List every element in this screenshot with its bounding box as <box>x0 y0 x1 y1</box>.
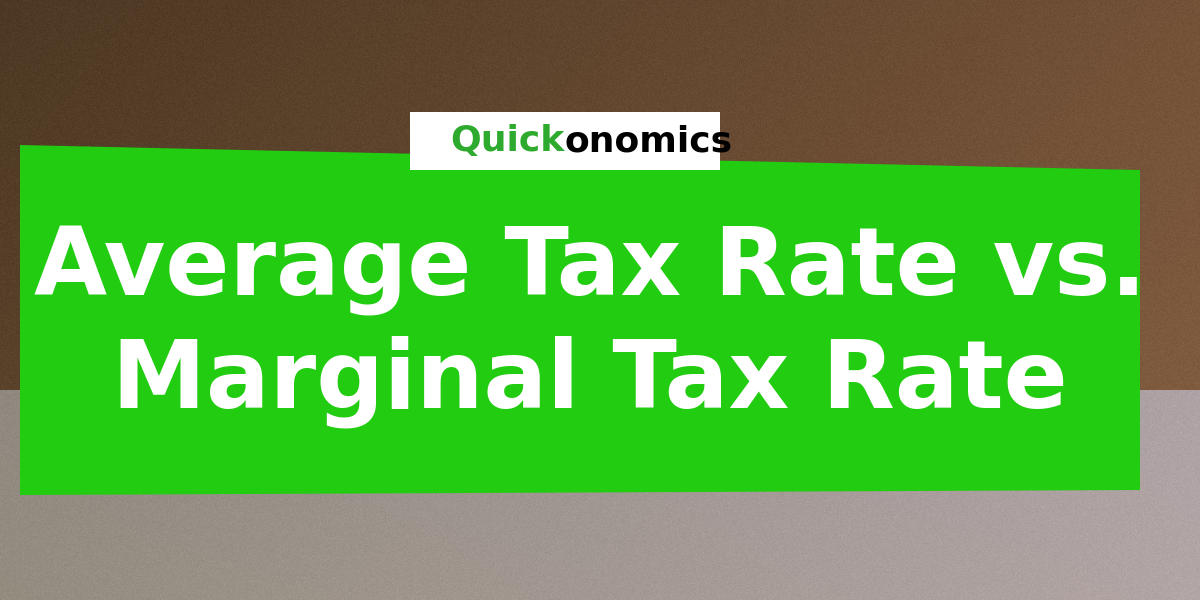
Text: Average Tax Rate vs.: Average Tax Rate vs. <box>34 224 1146 316</box>
Text: Marginal Tax Rate: Marginal Tax Rate <box>112 336 1068 428</box>
FancyBboxPatch shape <box>410 112 720 170</box>
Polygon shape <box>20 145 1140 495</box>
Text: Quick: Quick <box>451 124 565 158</box>
Text: onomics: onomics <box>565 124 733 158</box>
